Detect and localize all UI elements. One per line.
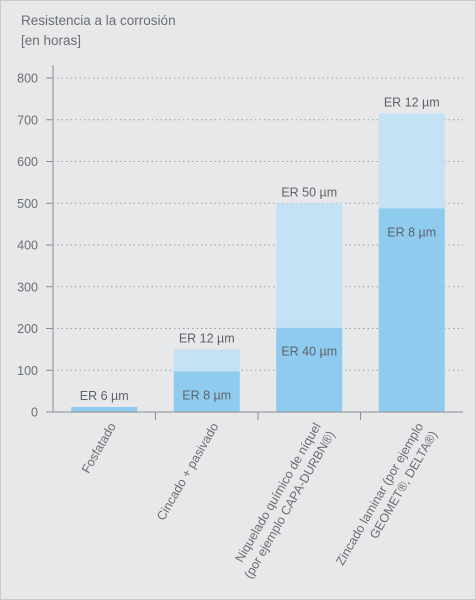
bar-segment-2 bbox=[173, 349, 240, 372]
category-label: Cincado + pasivado bbox=[154, 420, 221, 522]
chart-title: Resistencia a la corrosión [en horas] bbox=[21, 11, 176, 51]
y-tick-label: 0 bbox=[31, 406, 38, 420]
y-tick-label: 100 bbox=[17, 364, 38, 378]
category-label-line: Fosfatado bbox=[79, 420, 119, 475]
bar-data-label: ER 12 µm bbox=[384, 95, 440, 109]
y-tick-label: 700 bbox=[17, 113, 38, 127]
y-tick-label: 600 bbox=[17, 155, 38, 169]
category-label: Niquelado químico de níquel(por ejemplo … bbox=[228, 421, 338, 582]
bar-data-label: ER 8 µm bbox=[387, 225, 436, 239]
category-label-line: Zincado laminar (por ejemplo bbox=[333, 420, 426, 567]
bar-data-label: ER 50 µm bbox=[281, 185, 337, 199]
category-label-line: Cincado + pasivado bbox=[154, 420, 221, 522]
bar-segment-2 bbox=[378, 113, 445, 209]
category-label: Fosfatado bbox=[79, 420, 119, 475]
bar-segment-1 bbox=[378, 208, 445, 412]
y-tick-label: 800 bbox=[17, 72, 38, 86]
bar-segment-2 bbox=[276, 203, 343, 328]
bar-segment-1 bbox=[276, 327, 343, 412]
bar-data-label: ER 40 µm bbox=[281, 345, 337, 359]
category-label-line: (por ejemplo CAPA-DURBN®) bbox=[242, 429, 338, 582]
y-tick-label: 300 bbox=[17, 280, 38, 294]
bar-data-label: ER 8 µm bbox=[182, 389, 231, 403]
y-tick-label: 500 bbox=[17, 197, 38, 211]
category-label: Zincado laminar (por ejemploGEOMET®, DEL… bbox=[333, 420, 440, 575]
bar-segment-1 bbox=[71, 406, 138, 412]
y-tick-label: 200 bbox=[17, 322, 38, 336]
y-tick-label: 400 bbox=[17, 239, 38, 253]
bar-data-label: ER 6 µm bbox=[80, 389, 129, 403]
chart-title-line-1: Resistencia a la corrosión bbox=[21, 13, 176, 28]
bar-segment-1 bbox=[173, 371, 240, 412]
category-label-line: Niquelado químico de níquel bbox=[232, 421, 323, 565]
chart-title-line-2: [en horas] bbox=[21, 33, 82, 48]
bar-data-label: ER 12 µm bbox=[179, 331, 235, 345]
